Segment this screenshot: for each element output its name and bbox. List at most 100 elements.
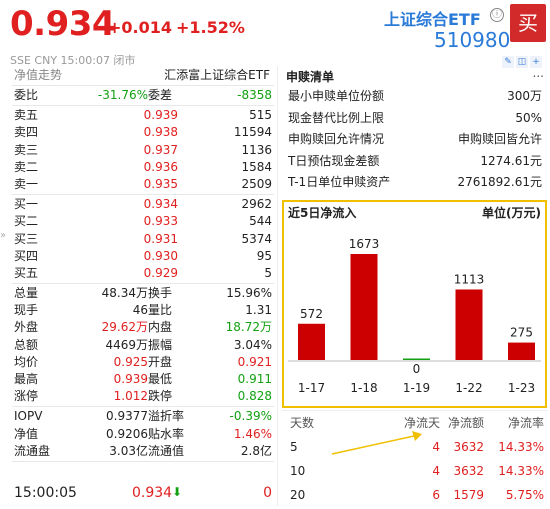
expand-icon[interactable]: ◫	[516, 56, 528, 68]
bid-price: 0.933	[143, 214, 178, 229]
stat-label: 外盘	[14, 320, 39, 335]
redemption-header: 申赎清单 ...	[282, 66, 548, 86]
edit-icon[interactable]: ✎	[502, 56, 514, 68]
ask-row[interactable]: 卖四 0.938 11594	[12, 124, 274, 141]
cell-net-days: 6	[432, 488, 440, 502]
stat-row: 最高 0.939 最低 0.911	[12, 371, 274, 388]
net-inflow-svg: 572 1-17 1673 1-18 0 1-19 1113 1-22 275 1-23	[288, 237, 541, 395]
redemption-label: 申购赎回允许情况	[288, 132, 385, 146]
stat-label: 开盘	[148, 354, 173, 369]
bid-label: 买四	[14, 248, 39, 263]
bid-volume: 2962	[241, 197, 272, 212]
redemption-value: 1274.61元	[480, 153, 542, 168]
stat-value: 2.8亿	[240, 443, 272, 458]
stat-row: 流通盘 3.03亿 流通值 2.8亿	[12, 443, 274, 460]
stat-label: 最低	[148, 372, 173, 386]
last-trade-row: 15:00:05 0.934 ⬇ 0	[12, 485, 274, 505]
table-row: 20 6 1579 5.75%	[282, 483, 548, 507]
add-icon[interactable]: +	[530, 56, 542, 68]
down-arrow-icon: ⬇	[172, 485, 183, 499]
stat-label: 溢折率	[148, 409, 185, 424]
bid-row[interactable]: 买四 0.930 95	[12, 248, 274, 265]
x-tick-label: 1-17	[298, 381, 325, 395]
bid-row[interactable]: 买一 0.934 2962	[12, 196, 274, 213]
divider	[282, 410, 548, 411]
order-book-panel: 净值走势 汇添富上证综合ETF 委比 -31.76% 委差 -8358 卖五 0.…	[12, 66, 274, 463]
bar-1-22	[455, 289, 483, 360]
stat-row: 均价 0.925 开盘 0.921	[12, 354, 274, 371]
stat-value: 1.46%	[233, 426, 272, 441]
fund-name[interactable]: 上证综合ETF	[384, 10, 481, 29]
ask-label: 卖四	[14, 125, 39, 140]
cell-net-days: 4	[432, 440, 440, 454]
stat-label: 涨停	[14, 389, 39, 404]
redemption-row: 现金替代比例上限 50%	[282, 108, 548, 130]
weibi-row: 委比 -31.76% 委差 -8358	[12, 87, 274, 104]
bid-row[interactable]: 买五 0.929 5	[12, 265, 274, 282]
table-header: 天数 净流天 净流额 净流率	[282, 411, 548, 435]
weicha-label: 委差	[148, 88, 173, 102]
collapse-arrow-icon[interactable]: »	[0, 230, 7, 241]
last-trade-time: 15:00:05	[14, 485, 77, 501]
bid-label: 买五	[14, 265, 39, 280]
bid-price: 0.931	[143, 231, 178, 246]
redemption-label: 最小申赎单位份额	[288, 89, 385, 103]
cell-amount: 3632	[453, 464, 484, 478]
redemption-label: T-1日单位申赎资产	[288, 175, 391, 189]
ask-row[interactable]: 卖一 0.935 2509	[12, 176, 274, 193]
ask-volume: 515	[249, 108, 272, 123]
redemption-label: T日预估现金差额	[288, 153, 380, 168]
redemption-row: 申购赎回允许情况 申购赎回皆允许	[282, 129, 548, 151]
buy-button[interactable]: 买	[510, 4, 546, 42]
x-tick-label: 1-19	[403, 381, 430, 395]
table-row: 10 4 3632 14.33%	[282, 459, 548, 483]
cell-net-days: 4	[432, 464, 440, 478]
bid-volume: 544	[249, 214, 272, 229]
bar-value-label: 1673	[349, 237, 380, 251]
tab-fund-name[interactable]: 汇添富上证综合ETF	[164, 68, 270, 82]
ask-row[interactable]: 卖五 0.939 515	[12, 107, 274, 124]
stat-label: IOPV	[14, 409, 43, 424]
x-tick-label: 1-23	[508, 381, 535, 395]
bar-1-18	[350, 254, 378, 360]
ask-price: 0.938	[143, 125, 178, 140]
more-icon[interactable]: ...	[532, 66, 544, 80]
tab-net-trend[interactable]: 净值走势	[14, 68, 63, 82]
header-amount: 净流额	[447, 416, 484, 430]
stat-label: 净值	[14, 426, 39, 441]
bid-label: 买二	[14, 214, 39, 229]
bid-row[interactable]: 买二 0.933 544	[12, 213, 274, 230]
stat-label: 流通盘	[14, 443, 51, 458]
redemption-value: 2761892.61元	[457, 175, 542, 189]
ask-label: 卖二	[14, 159, 39, 174]
stat-label: 贴水率	[148, 426, 185, 441]
stat-label: 跌停	[148, 389, 173, 404]
bid-price: 0.929	[143, 265, 178, 280]
redemption-row: 最小申赎单位份额 300万	[282, 86, 548, 108]
stat-row: 净值 0.9206 贴水率 1.46%	[12, 426, 274, 443]
redemption-value: 申购赎回皆允许	[457, 132, 542, 146]
bid-row[interactable]: 买三 0.931 5374	[12, 231, 274, 248]
bid-volume: 95	[256, 248, 272, 263]
divider	[277, 66, 278, 506]
cell-rate: 5.75%	[505, 488, 544, 502]
net-inflow-chart: 572 1-17 1673 1-18 0 1-19 1113 1-22 275 1-23 近5日净…	[282, 200, 547, 408]
ask-price: 0.935	[143, 176, 178, 191]
header-net-days: 净流天	[403, 416, 440, 430]
cell-amount: 1579	[453, 488, 484, 502]
stat-value: 29.62万	[101, 320, 148, 335]
stat-row: 总额 4469万 振幅 3.04%	[12, 337, 274, 354]
stat-value: 15.96%	[226, 286, 272, 301]
bid-volume: 5	[264, 265, 272, 280]
stat-label: 量比	[148, 303, 173, 318]
ask-price: 0.937	[143, 142, 178, 157]
last-trade-volume: 0	[263, 485, 272, 501]
redemption-value: 300万	[507, 89, 542, 103]
ask-row[interactable]: 卖三 0.937 1136	[12, 142, 274, 159]
weicha-value: -8358	[237, 88, 272, 102]
bid-label: 买三	[14, 231, 39, 246]
info-icon[interactable]: ⓘ	[490, 8, 504, 22]
ask-row[interactable]: 卖二 0.936 1584	[12, 159, 274, 176]
stat-label: 现手	[14, 303, 39, 318]
stat-value: -0.39%	[229, 409, 272, 424]
